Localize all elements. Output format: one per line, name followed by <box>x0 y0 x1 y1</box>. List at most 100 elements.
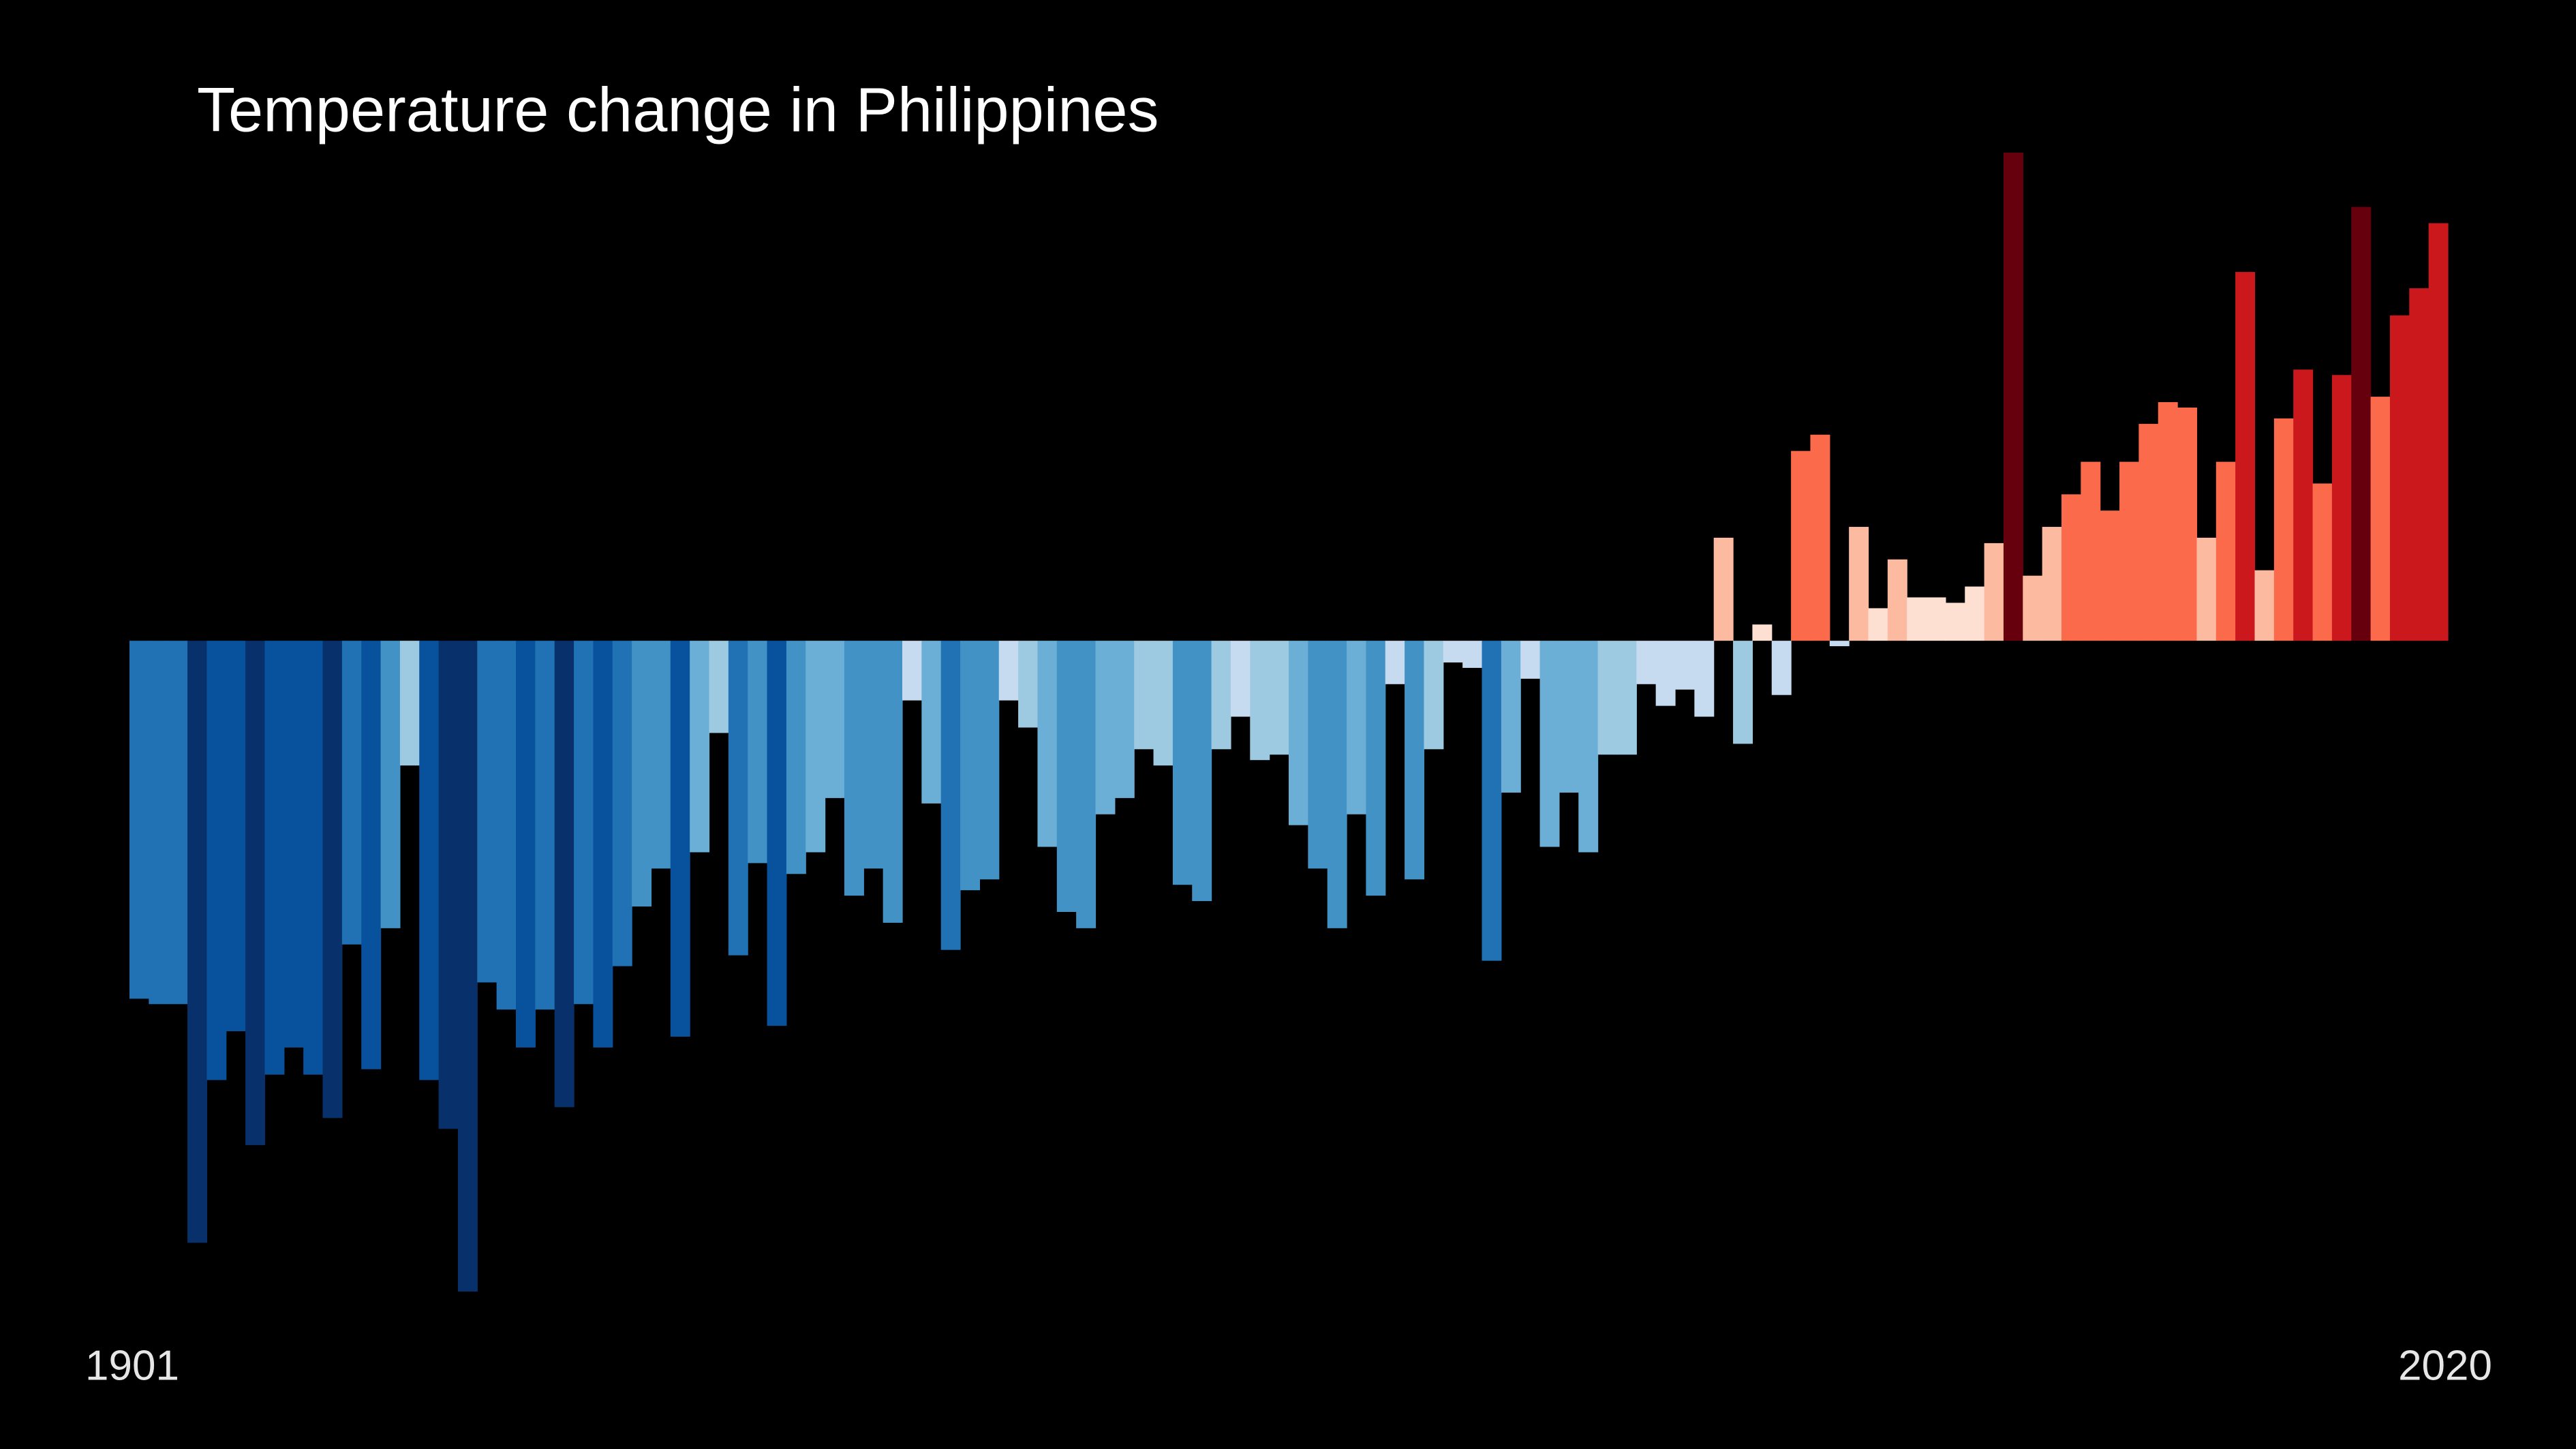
bar <box>786 641 806 874</box>
bar <box>1907 597 1927 641</box>
bar <box>2100 510 2120 641</box>
bar <box>1694 641 1715 717</box>
bar <box>1172 641 1193 885</box>
bar <box>2331 375 2352 641</box>
bar <box>1462 641 1483 668</box>
bar <box>632 641 652 907</box>
bar <box>767 641 787 1026</box>
bar <box>187 641 207 1243</box>
bar <box>1810 434 1830 641</box>
bar <box>2042 527 2062 641</box>
bar <box>670 641 690 1037</box>
bar <box>477 641 497 983</box>
bar <box>1636 641 1657 684</box>
bar <box>1269 641 1289 755</box>
bar <box>1095 641 1116 814</box>
bar <box>863 641 884 869</box>
bar <box>1250 641 1270 761</box>
bar <box>438 641 459 1129</box>
bar <box>1056 641 1077 912</box>
bar <box>1675 641 1695 690</box>
bar <box>1868 608 1888 641</box>
bar <box>1733 641 1753 744</box>
x-tick-label: 2020 <box>2398 1342 2492 1389</box>
bar <box>1018 641 1039 728</box>
bar <box>2119 461 2139 641</box>
bar <box>2351 207 2372 641</box>
bar <box>728 641 748 956</box>
bar <box>1887 559 1907 641</box>
bar <box>419 641 440 1080</box>
bar <box>1965 586 1985 641</box>
bar <box>361 641 382 1069</box>
bar <box>129 641 149 999</box>
bar <box>2138 423 2159 641</box>
bar <box>2177 407 2198 641</box>
bar <box>1230 641 1251 717</box>
bar <box>1655 641 1676 706</box>
bar <box>303 641 324 1075</box>
bar <box>1289 641 1308 825</box>
bar <box>709 641 729 733</box>
bar <box>1385 641 1405 684</box>
bar <box>226 641 246 1032</box>
bar <box>998 641 1019 701</box>
bar <box>690 641 710 853</box>
bar <box>883 641 903 923</box>
bar <box>2254 570 2275 641</box>
bar <box>1926 597 1946 641</box>
bar <box>2428 223 2449 641</box>
bar <box>921 641 942 804</box>
bar <box>168 641 188 1005</box>
bar <box>2409 288 2429 641</box>
bar <box>2273 418 2294 641</box>
bar <box>457 641 478 1292</box>
bar <box>1134 641 1154 750</box>
bar <box>2293 369 2314 641</box>
bar <box>1539 641 1560 847</box>
bar <box>2235 272 2256 641</box>
bar <box>322 641 343 1118</box>
bar <box>2389 315 2410 641</box>
bar <box>748 641 768 864</box>
bar <box>806 641 826 853</box>
bar <box>2081 461 2101 641</box>
bar <box>902 641 922 701</box>
bar <box>1520 641 1541 679</box>
bar <box>1443 641 1463 662</box>
bar <box>593 641 613 1048</box>
bar <box>1037 641 1058 847</box>
bar <box>554 641 574 1108</box>
bar <box>1984 543 2004 641</box>
bar <box>1829 641 1850 647</box>
bar <box>1405 641 1425 880</box>
bar <box>1771 641 1792 695</box>
bar <box>825 641 845 798</box>
bar <box>149 641 169 1005</box>
bar <box>535 641 555 1010</box>
bar <box>2061 494 2081 641</box>
bar <box>979 641 1000 880</box>
bar <box>1211 641 1231 750</box>
bar <box>1076 641 1097 928</box>
bar <box>1192 641 1212 902</box>
bar <box>1347 641 1366 814</box>
x-tick-label: 1901 <box>85 1342 179 1389</box>
bar <box>1114 641 1135 798</box>
bar <box>206 641 227 1080</box>
bar <box>960 641 980 891</box>
bar <box>1597 641 1618 755</box>
bar <box>1559 641 1579 793</box>
bar <box>1327 641 1347 928</box>
bar <box>1366 641 1386 896</box>
bar <box>1308 641 1328 869</box>
bar <box>341 641 362 945</box>
bar <box>1713 537 1734 641</box>
bar <box>1945 603 1965 641</box>
bar <box>2158 402 2178 641</box>
bar <box>245 641 266 1146</box>
bar <box>2215 461 2236 641</box>
bar <box>2196 537 2217 641</box>
